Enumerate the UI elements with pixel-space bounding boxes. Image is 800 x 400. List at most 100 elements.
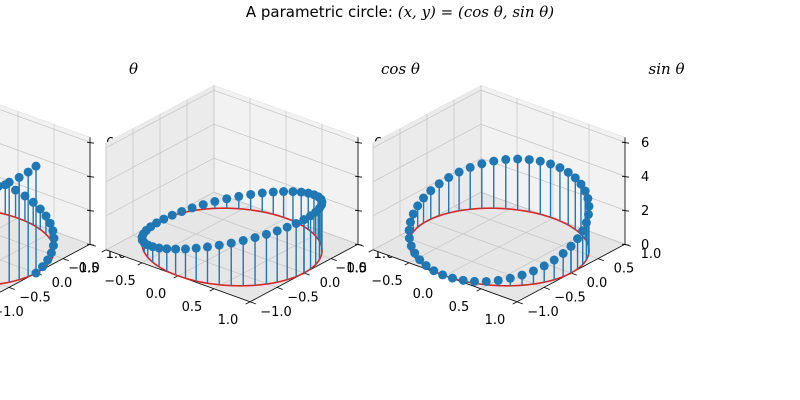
stem-marker <box>413 201 423 211</box>
x-tick-label: 0.0 <box>146 287 167 302</box>
stem-marker <box>162 244 172 254</box>
stem-marker <box>513 154 523 164</box>
x-tick-label: −0.5 <box>371 274 403 289</box>
back-gridline <box>213 157 359 211</box>
subplot-title-text: θ <box>128 60 139 78</box>
stem-marker <box>154 243 164 253</box>
y-tick-mark <box>516 301 523 305</box>
stem-marker <box>426 186 436 196</box>
y-tick-mark <box>249 301 256 305</box>
stem-marker <box>177 207 187 217</box>
stem-marker <box>261 229 271 239</box>
z-tick-mark <box>354 209 363 212</box>
stem-marker <box>570 173 580 183</box>
stem-marker <box>477 159 487 169</box>
stem-marker <box>406 241 416 251</box>
stem-marker <box>517 270 527 280</box>
stem-marker <box>4 177 14 187</box>
back-gridline <box>213 89 359 143</box>
back-gridline <box>0 143 91 177</box>
y-tick-label: −0.5 <box>554 290 586 305</box>
y-tick-label: 0.0 <box>587 276 608 291</box>
x-tick-label: 1.0 <box>485 313 506 328</box>
stem-marker <box>535 156 545 166</box>
stem-marker <box>238 236 248 246</box>
back-gridline <box>0 177 91 211</box>
y-tick-mark <box>8 287 15 290</box>
stem-marker <box>576 179 586 189</box>
stem-marker <box>299 215 309 225</box>
stem-marker <box>23 167 33 177</box>
stem-marker <box>580 186 590 196</box>
stem-marker <box>555 163 565 173</box>
stem-marker <box>419 193 429 203</box>
stem-marker <box>489 156 499 166</box>
stem-marker <box>291 218 301 228</box>
figure-title-math: (x, y) = (cos θ, sin θ) <box>397 3 555 21</box>
z-tick-mark <box>621 209 630 212</box>
stem-marker <box>558 248 568 258</box>
stem-marker <box>444 173 454 183</box>
back-gridline <box>213 123 359 177</box>
stem-marker <box>434 179 444 189</box>
x-tick-mark <box>209 288 215 292</box>
stem-marker <box>438 270 448 280</box>
y-tick-label: 1.0 <box>641 247 662 262</box>
stem-marker <box>234 191 244 201</box>
z-tick-mark <box>86 243 95 246</box>
x-tick-label: 0.5 <box>182 300 203 315</box>
back-gridline <box>480 157 626 211</box>
stem-marker <box>14 172 24 182</box>
stem-marker <box>35 204 45 214</box>
y-tick-label: 0.5 <box>347 262 368 277</box>
floor-gridline <box>0 235 64 259</box>
stem-marker <box>549 255 559 265</box>
y-tick-mark <box>543 287 550 290</box>
x-tick-mark <box>101 249 107 253</box>
stem-marker <box>429 266 439 276</box>
side-gridline <box>105 157 215 217</box>
x-tick-mark <box>512 301 518 305</box>
x-tick-label: −1.0 <box>68 261 100 276</box>
stem-marker <box>282 222 292 232</box>
stem-marker <box>202 242 212 252</box>
stem-marker <box>214 240 224 250</box>
stem-marker <box>404 225 414 235</box>
floor-gridline <box>0 259 37 274</box>
stem-marker <box>505 273 515 283</box>
z-tick-mark <box>621 175 630 178</box>
stem-marker <box>180 244 190 254</box>
back-gridline <box>480 89 626 143</box>
z-tick-mark <box>86 209 95 212</box>
z-tick-label: 0 <box>641 238 649 253</box>
y-tick-label: −1.0 <box>0 305 24 320</box>
stem-marker <box>546 159 556 169</box>
y-tick-mark <box>597 258 604 262</box>
z-tick-label: 2 <box>641 204 649 219</box>
stem-marker <box>410 248 420 258</box>
stem-marker <box>159 214 169 224</box>
stem-marker <box>404 233 414 243</box>
figure-title-prefix: A parametric circle: <box>245 3 398 21</box>
stem-marker <box>421 261 431 271</box>
z-tick-mark <box>354 141 363 144</box>
y-tick-label: 0.0 <box>52 276 73 291</box>
x-tick-label: 1.0 <box>218 313 239 328</box>
x-tick-label: −0.5 <box>104 274 136 289</box>
side-gridline <box>105 89 215 149</box>
subplot-title-theta: θ <box>0 60 267 78</box>
stem-marker <box>584 201 594 211</box>
z-tick-mark <box>86 141 95 144</box>
stem-marker <box>563 167 573 177</box>
stem-marker <box>458 275 468 285</box>
y-tick-mark <box>62 258 69 262</box>
stem-marker <box>566 241 576 251</box>
z-tick-mark <box>354 243 363 246</box>
circle-curve <box>0 212 55 285</box>
stem-marker <box>415 255 425 265</box>
stem-marker <box>501 155 511 165</box>
stem-marker <box>38 262 48 272</box>
